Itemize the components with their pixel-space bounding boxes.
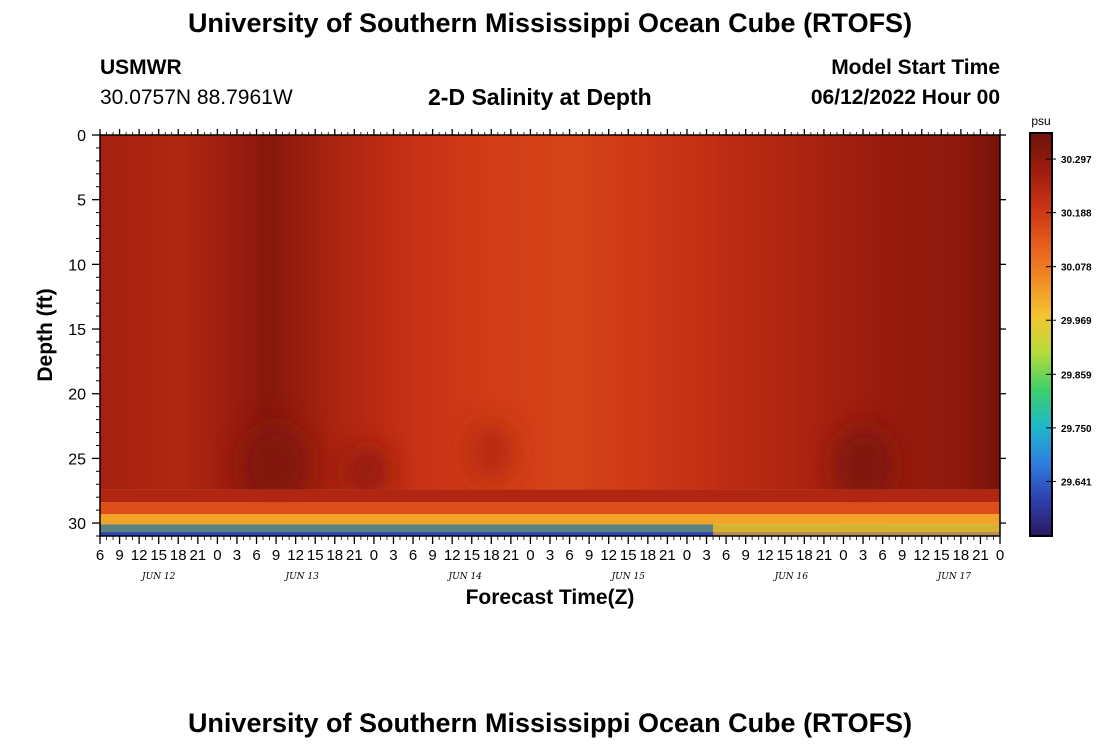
x-tick-label: 0 bbox=[370, 547, 378, 564]
colorbar: 30.297 30.188 30.078 29.969 29.859 29.750 29.6… bbox=[1029, 132, 1092, 537]
x-tick-label: 15 bbox=[463, 547, 480, 564]
colorbar-units: psu bbox=[1031, 114, 1050, 128]
bottom-layer bbox=[100, 502, 1000, 515]
bottom-layer bbox=[100, 489, 1000, 503]
date-label: JUN 14 bbox=[447, 572, 483, 582]
plot-title: 2-D Salinity at Depth bbox=[428, 84, 652, 110]
x-tick-label: 6 bbox=[96, 547, 104, 564]
x-tick-label: 18 bbox=[170, 547, 187, 564]
x-tick-label: 6 bbox=[252, 547, 260, 564]
salinity-patch bbox=[469, 421, 514, 482]
x-tick-label: 15 bbox=[307, 547, 324, 564]
x-tick-label: 0 bbox=[839, 547, 847, 564]
model-start-label: Model Start Time bbox=[831, 56, 1000, 79]
x-tick-label: 9 bbox=[585, 547, 593, 564]
x-tick-label: 18 bbox=[483, 547, 500, 564]
deep-layer-east bbox=[713, 524, 1000, 536]
x-tick-label: 6 bbox=[565, 547, 573, 564]
x-tick-label: 6 bbox=[409, 547, 417, 564]
colorbar-tick-label: 29.969 bbox=[1061, 316, 1092, 327]
y-tick-label: 20 bbox=[68, 387, 86, 404]
y-tick-label: 10 bbox=[68, 257, 86, 274]
x-tick-label: 0 bbox=[683, 547, 691, 564]
x-tick-label: 9 bbox=[898, 547, 906, 564]
x-tick-label: 0 bbox=[213, 547, 221, 564]
x-tick-label: 0 bbox=[996, 547, 1004, 564]
date-label: JUN 15 bbox=[610, 572, 646, 582]
date-label: JUN 16 bbox=[773, 572, 809, 582]
colorbar-tick-label: 30.188 bbox=[1061, 209, 1092, 220]
x-tick-label: 18 bbox=[953, 547, 970, 564]
x-tick-label: 18 bbox=[639, 547, 656, 564]
x-tick-label: 0 bbox=[526, 547, 534, 564]
x-tick-label: 12 bbox=[913, 547, 930, 564]
bottom-title: University of Southern Mississippi Ocean… bbox=[187, 708, 913, 738]
x-tick-label: 21 bbox=[503, 547, 520, 564]
colorbar-tick-label: 29.641 bbox=[1061, 477, 1092, 488]
x-tick-label: 21 bbox=[189, 547, 206, 564]
x-tick-label: 18 bbox=[796, 547, 813, 564]
model-start-value: 06/12/2022 Hour 00 bbox=[810, 86, 1000, 109]
x-tick-label: 12 bbox=[600, 547, 617, 564]
x-tick-label: 15 bbox=[620, 547, 637, 564]
x-tick-label: 21 bbox=[659, 547, 676, 564]
y-tick-label: 15 bbox=[68, 322, 86, 339]
x-tick-label: 21 bbox=[816, 547, 833, 564]
station-coordinates: 30.0757N 88.7961W bbox=[100, 86, 293, 109]
y-tick-label: 25 bbox=[68, 451, 86, 468]
x-tick-label: 3 bbox=[702, 547, 710, 564]
salinity-heatmap bbox=[100, 135, 1000, 536]
x-tick-label: 21 bbox=[972, 547, 989, 564]
x-axis-label: Forecast Time(Z) bbox=[466, 586, 635, 609]
deep-fresh-layer bbox=[100, 524, 714, 536]
salinity-patch bbox=[242, 424, 311, 505]
x-tick-label: 15 bbox=[933, 547, 950, 564]
x-tick-label: 12 bbox=[287, 547, 304, 564]
colorbar-tick-label: 29.750 bbox=[1061, 424, 1092, 435]
salinity-patch bbox=[833, 424, 894, 505]
y-tick-label: 30 bbox=[68, 516, 86, 533]
x-tick-label: 6 bbox=[722, 547, 730, 564]
x-tick-label: 3 bbox=[233, 547, 241, 564]
x-tick-label: 9 bbox=[272, 547, 280, 564]
x-tick-label: 12 bbox=[757, 547, 774, 564]
y-tick-label: 0 bbox=[77, 128, 86, 145]
colorbar-tick-label: 30.078 bbox=[1061, 263, 1092, 274]
x-tick-label: 3 bbox=[546, 547, 554, 564]
x-tick-label: 21 bbox=[346, 547, 363, 564]
salinity-patch bbox=[345, 447, 390, 496]
colorbar-tick-label: 29.859 bbox=[1061, 370, 1092, 381]
x-tick-label: 12 bbox=[131, 547, 148, 564]
x-tick-label: 6 bbox=[878, 547, 886, 564]
x-tick-label: 9 bbox=[428, 547, 436, 564]
top-title: University of Southern Mississippi Ocean… bbox=[187, 8, 913, 38]
x-tick-label: 12 bbox=[444, 547, 461, 564]
x-tick-label: 3 bbox=[389, 547, 397, 564]
date-label: JUN 12 bbox=[140, 572, 176, 582]
x-tick-label: 15 bbox=[150, 547, 167, 564]
date-label: JUN 13 bbox=[283, 572, 319, 582]
y-tick-label: 5 bbox=[77, 193, 86, 210]
colorbar-tick-label: 30.297 bbox=[1061, 155, 1092, 166]
station-name: USMWR bbox=[100, 56, 182, 79]
date-label: JUN 17 bbox=[936, 572, 972, 582]
x-tick-label: 18 bbox=[326, 547, 343, 564]
x-tick-label: 9 bbox=[115, 547, 123, 564]
x-tick-label: 15 bbox=[776, 547, 793, 564]
y-axis-label: Depth (ft) bbox=[34, 288, 57, 381]
x-tick-label: 9 bbox=[741, 547, 749, 564]
x-tick-label: 3 bbox=[859, 547, 867, 564]
colorbar-ramp bbox=[1029, 132, 1053, 537]
bottom-layer bbox=[100, 514, 1000, 525]
